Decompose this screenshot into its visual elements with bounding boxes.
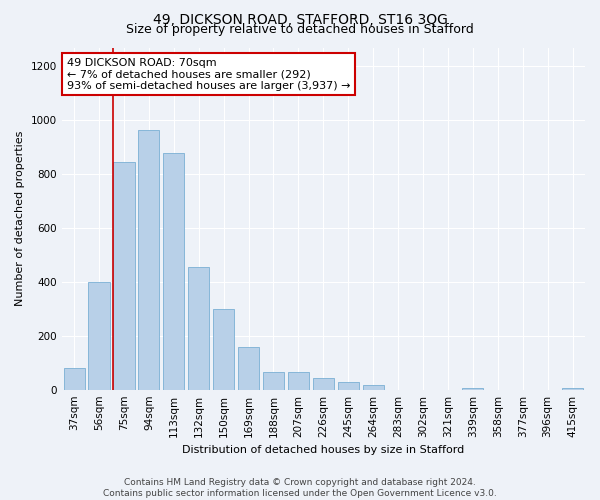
Bar: [188, 267, 209, 390]
Y-axis label: Number of detached properties: Number of detached properties: [15, 131, 25, 306]
Bar: [88, 282, 110, 390]
Bar: [263, 372, 284, 390]
Bar: [362, 385, 384, 390]
Bar: [163, 152, 184, 390]
Bar: [338, 382, 359, 390]
Bar: [138, 130, 160, 390]
Text: Contains HM Land Registry data © Crown copyright and database right 2024.
Contai: Contains HM Land Registry data © Crown c…: [103, 478, 497, 498]
Text: 49, DICKSON ROAD, STAFFORD, ST16 3QG: 49, DICKSON ROAD, STAFFORD, ST16 3QG: [152, 12, 448, 26]
Bar: [462, 388, 484, 390]
Bar: [113, 162, 134, 390]
Bar: [64, 368, 85, 390]
Text: 49 DICKSON ROAD: 70sqm
← 7% of detached houses are smaller (292)
93% of semi-det: 49 DICKSON ROAD: 70sqm ← 7% of detached …: [67, 58, 350, 91]
Bar: [313, 378, 334, 390]
Bar: [213, 309, 234, 390]
Text: Size of property relative to detached houses in Stafford: Size of property relative to detached ho…: [126, 22, 474, 36]
Bar: [238, 346, 259, 390]
Bar: [288, 372, 309, 390]
Bar: [562, 388, 583, 390]
X-axis label: Distribution of detached houses by size in Stafford: Distribution of detached houses by size …: [182, 445, 464, 455]
